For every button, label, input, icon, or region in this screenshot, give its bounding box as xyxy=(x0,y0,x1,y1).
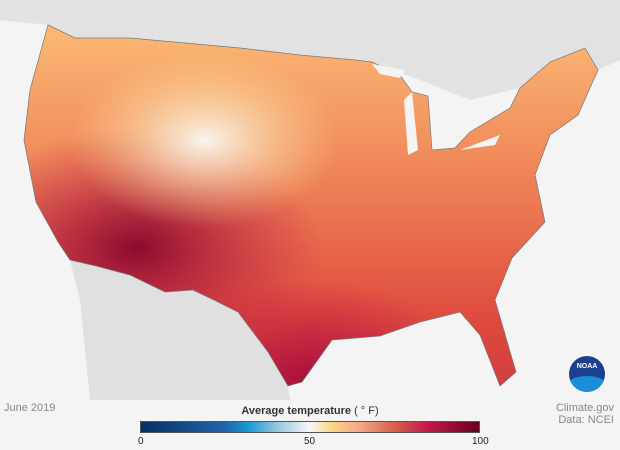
data-source: Data: NCEI xyxy=(558,414,614,426)
credit: Climate.gov Data: NCEI xyxy=(556,402,614,426)
legend-max: 100 xyxy=(472,436,489,447)
date-label: June 2019 xyxy=(4,402,56,414)
noaa-logo-text: NOAA xyxy=(576,363,598,370)
legend-title-text: Average temperature xyxy=(241,405,351,417)
temperature-map xyxy=(0,0,620,400)
legend-mid: 50 xyxy=(304,436,316,447)
legend-unit: ( ° F) xyxy=(354,405,379,417)
legend-min: 0 xyxy=(138,436,144,447)
canada xyxy=(0,0,620,100)
legend-title: Average temperature ( ° F) xyxy=(180,404,440,418)
color-scale-bar xyxy=(140,421,480,433)
credit-site: Climate.gov xyxy=(555,402,614,414)
noaa-logo: NOAA xyxy=(569,356,605,392)
mexico xyxy=(70,260,290,400)
great-lakes xyxy=(372,64,500,155)
